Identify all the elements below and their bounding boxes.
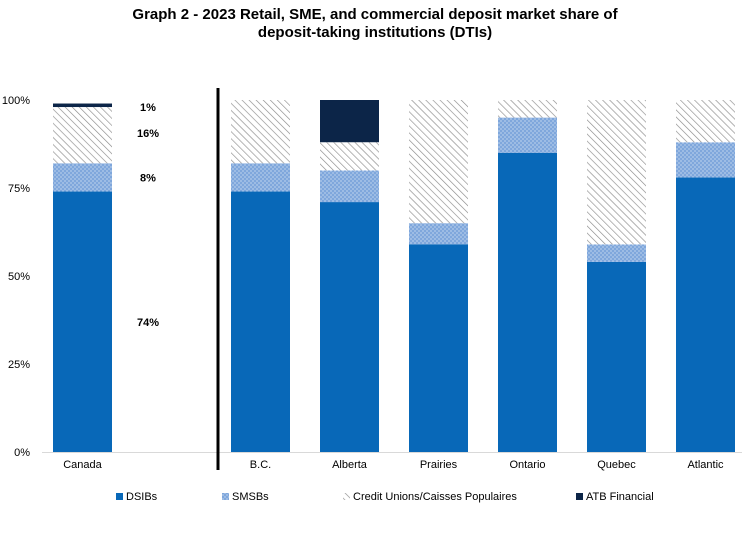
chart-title: Graph 2 - 2023 Retail, SME, and commerci… (0, 6, 750, 42)
y-tick-label: 100% (2, 95, 30, 107)
legend-label: Credit Unions/Caisses Populaires (353, 491, 517, 503)
bar-stack-ontario (498, 100, 557, 453)
x-tick-label: Alberta (332, 459, 368, 471)
legend-swatch (343, 493, 350, 500)
bars (53, 100, 735, 453)
legend-item: SMSBs (222, 491, 269, 503)
bar-segment-smsbs (53, 163, 112, 192)
bar-stack-alberta (320, 100, 379, 452)
chart-title-line-1: Graph 2 - 2023 Retail, SME, and commerci… (132, 6, 618, 23)
x-tick-label: Atlantic (687, 459, 724, 471)
chart-title-line-2: deposit-taking institutions (DTIs) (257, 24, 493, 41)
bar-stack-prairies (409, 100, 468, 452)
bar-segment-dsibs (231, 191, 290, 452)
bar-segment-atb-financial (320, 100, 379, 143)
bar-segment-dsibs (409, 244, 468, 452)
y-tick-label: 50% (8, 271, 30, 283)
legend-label: DSIBs (126, 491, 158, 503)
x-axis: Canada B.C. Alberta Prairies Ontario Quebec At… (42, 88, 742, 471)
data-label: 16% (137, 128, 159, 140)
x-tick-label: Canada (63, 459, 102, 471)
bar-segment-dsibs (498, 152, 557, 453)
bar-stack-atlantic (676, 100, 735, 452)
bar-segment-dsibs (676, 177, 735, 452)
x-tick-label: Ontario (509, 459, 545, 471)
bar-segment-smsbs (676, 142, 735, 178)
bar-segment-atb-financial (53, 103, 112, 108)
data-label: 74% (137, 317, 159, 329)
bar-segment-dsibs (587, 261, 646, 452)
legend-swatch (116, 493, 123, 500)
bar-segment-credit-unions-caisses-populaires (676, 100, 735, 143)
data-label: 8% (140, 172, 156, 184)
bar-segment-smsbs (231, 163, 290, 192)
y-axis: 0% 25% 50% 75% 100% (2, 95, 30, 459)
y-tick-label: 75% (8, 183, 30, 195)
bar-segment-dsibs (320, 202, 379, 452)
bar-segment-smsbs (587, 244, 646, 262)
bar-segment-credit-unions-caisses-populaires (53, 107, 112, 164)
legend-swatch (222, 493, 229, 500)
bar-stack-canada (53, 103, 112, 452)
bar-segment-smsbs (409, 223, 468, 245)
legend: DSIBs SMSBs Credit Unions/Caisses Populair… (116, 491, 654, 503)
bar-segment-smsbs (498, 117, 557, 153)
y-tick-label: 25% (8, 359, 30, 371)
bar-stack-bc (231, 100, 290, 452)
bar-stack-quebec (587, 100, 646, 452)
legend-label: ATB Financial (586, 491, 654, 503)
legend-item: DSIBs (116, 491, 158, 503)
legend-label: SMSBs (232, 491, 269, 503)
bar-segment-credit-unions-caisses-populaires (320, 142, 379, 171)
bar-segment-dsibs (53, 191, 112, 452)
bar-segment-credit-unions-caisses-populaires (587, 100, 646, 245)
y-tick-label: 0% (14, 447, 30, 459)
x-tick-label: Prairies (420, 459, 458, 471)
bar-segment-smsbs (320, 170, 379, 203)
x-tick-label: B.C. (250, 459, 271, 471)
bar-segment-credit-unions-caisses-populaires (409, 100, 468, 224)
legend-swatch (576, 493, 583, 500)
bar-segment-credit-unions-caisses-populaires (231, 100, 290, 164)
legend-item: ATB Financial (576, 491, 654, 503)
bar-segment-credit-unions-caisses-populaires (498, 100, 557, 118)
legend-item: Credit Unions/Caisses Populaires (343, 491, 517, 503)
data-label: 1% (140, 102, 156, 114)
data-labels: 74% 8% 16% 1% (137, 102, 159, 329)
x-tick-label: Quebec (597, 459, 636, 471)
